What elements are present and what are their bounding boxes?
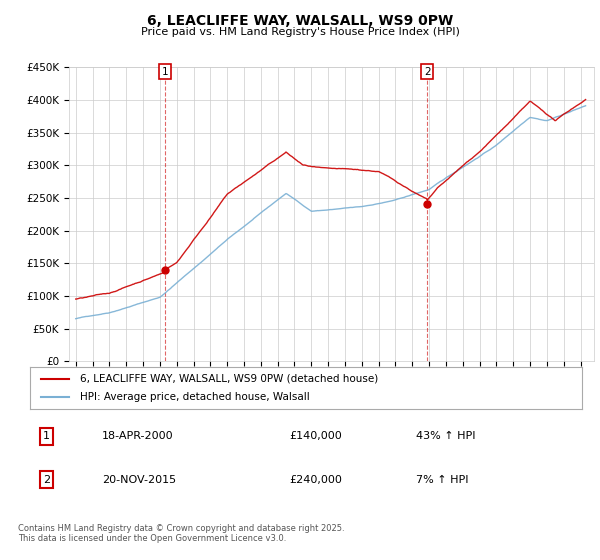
Text: 7% ↑ HPI: 7% ↑ HPI [416,475,469,485]
Text: Price paid vs. HM Land Registry's House Price Index (HPI): Price paid vs. HM Land Registry's House … [140,27,460,37]
Text: £240,000: £240,000 [289,475,343,485]
Text: 1: 1 [161,67,168,77]
Text: 1: 1 [43,431,50,441]
Text: 6, LEACLIFFE WAY, WALSALL, WS9 0PW (detached house): 6, LEACLIFFE WAY, WALSALL, WS9 0PW (deta… [80,374,378,384]
Text: 18-APR-2000: 18-APR-2000 [102,431,173,441]
Text: HPI: Average price, detached house, Walsall: HPI: Average price, detached house, Wals… [80,392,310,402]
Text: 6, LEACLIFFE WAY, WALSALL, WS9 0PW: 6, LEACLIFFE WAY, WALSALL, WS9 0PW [147,14,453,28]
Text: 20-NOV-2015: 20-NOV-2015 [102,475,176,485]
Text: 2: 2 [424,67,431,77]
Text: £140,000: £140,000 [289,431,342,441]
Text: 2: 2 [43,475,50,485]
Text: 43% ↑ HPI: 43% ↑ HPI [416,431,476,441]
Text: Contains HM Land Registry data © Crown copyright and database right 2025.
This d: Contains HM Land Registry data © Crown c… [18,524,344,543]
